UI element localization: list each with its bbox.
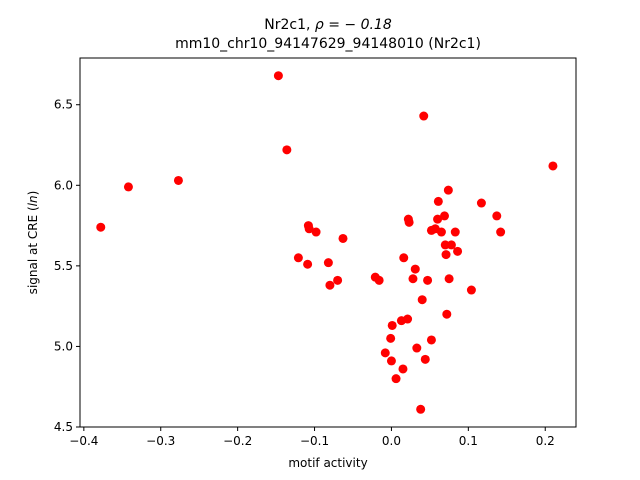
chart-title-line2: mm10_chr10_94147629_94148010 (Nr2c1) [175, 36, 481, 52]
y-tick-label: 6.5 [54, 98, 73, 112]
scatter-point [323, 258, 333, 268]
chart-title-line1: Nr2c1, ρ = − 0.18 [264, 17, 392, 33]
scatter-point [426, 335, 436, 345]
scatter-point [374, 275, 384, 285]
scatter-point [303, 259, 313, 269]
scatter-point [420, 354, 430, 364]
scatter-point [398, 364, 408, 374]
y-tick-label: 4.5 [54, 420, 73, 434]
scatter-point [423, 275, 433, 285]
scatter-point [496, 227, 506, 237]
scatter-point [444, 274, 454, 284]
scatter-point [476, 198, 486, 208]
scatter-point [338, 233, 348, 243]
y-tick-label: 6.0 [54, 178, 73, 192]
scatter-point [453, 246, 463, 256]
scatter-point [433, 214, 443, 224]
x-tick-label: 0.1 [459, 434, 478, 448]
data-points [96, 71, 558, 414]
scatter-point [304, 224, 314, 234]
scatter-point [450, 227, 460, 237]
scatter-point [436, 227, 446, 237]
scatter-point [403, 314, 413, 324]
scatter-point [293, 253, 303, 263]
axis-ticks: −0.4 −0.3 −0.2 −0.1 0.0 0.1 0.2 4.5 5.0 5.5 6.0 6.5 [54, 98, 555, 448]
scatter-point [386, 333, 396, 343]
scatter-point [548, 161, 558, 171]
y-axis-label: signal at CRE (ln) [26, 191, 40, 295]
scatter-point [446, 240, 456, 250]
x-tick-label: 0.0 [382, 434, 401, 448]
x-tick-label: −0.2 [223, 434, 252, 448]
scatter-point [417, 295, 427, 305]
scatter-point [173, 175, 183, 185]
scatter-point [440, 211, 450, 221]
scatter-point [443, 185, 453, 195]
scatter-point [282, 145, 292, 155]
scatter-point [492, 211, 502, 221]
y-tick-label: 5.5 [54, 259, 73, 273]
scatter-point [386, 356, 396, 366]
scatter-point [404, 217, 414, 227]
scatter-point [466, 285, 476, 295]
scatter-point [410, 264, 420, 274]
y-tick-label: 5.0 [54, 339, 73, 353]
scatter-point [333, 275, 343, 285]
plot-area-frame [79, 57, 577, 428]
scatter-point [412, 343, 422, 353]
scatter-point [419, 111, 429, 121]
scatter-point [311, 227, 321, 237]
scatter-point [416, 404, 426, 414]
scatter-point [433, 196, 443, 206]
scatter-point [273, 71, 283, 81]
scatter-point [96, 222, 106, 232]
scatter-point [442, 309, 452, 319]
scatter-point [123, 182, 133, 192]
scatter-point [387, 320, 397, 330]
x-tick-label: −0.1 [300, 434, 329, 448]
scatter-point [391, 374, 401, 384]
x-tick-label: 0.2 [536, 434, 555, 448]
scatter-point [380, 348, 390, 358]
scatter-point [399, 253, 409, 263]
scatter-point [441, 250, 451, 260]
scatter-point [440, 240, 450, 250]
x-axis-label: motif activity [288, 456, 367, 470]
x-tick-label: −0.4 [69, 434, 98, 448]
x-tick-label: −0.3 [146, 434, 175, 448]
scatter-point [408, 274, 418, 284]
scatter-point [325, 280, 335, 290]
